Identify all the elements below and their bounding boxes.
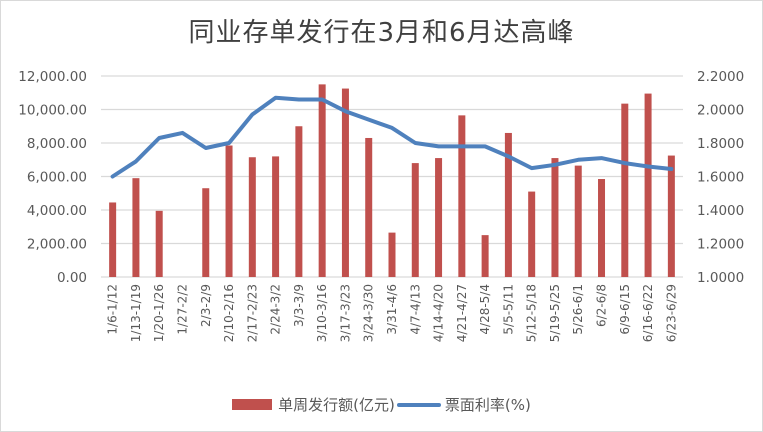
- left-axis-tick: 10,000.00: [18, 103, 87, 119]
- bar-weekly-issuance: [272, 156, 280, 277]
- bar-weekly-issuance: [411, 163, 419, 277]
- bar-weekly-issuance: [644, 93, 652, 278]
- x-axis-tick: 4/14-4/20: [432, 284, 446, 342]
- left-axis-tick: 2,000.00: [27, 237, 87, 253]
- chart-legend: 单周发行额(亿元) 票面利率(%): [0, 394, 763, 415]
- x-axis-tick: 4/28-5/4: [478, 284, 492, 335]
- bar-weekly-issuance: [598, 179, 606, 277]
- right-axis-tick: 1.8000: [697, 136, 744, 152]
- x-axis-tick: 6/9-6/15: [618, 284, 632, 335]
- x-axis-tick: 4/7-4/13: [408, 284, 422, 335]
- bar-weekly-issuance: [574, 165, 582, 277]
- legend-label-rate: 票面利率(%): [444, 396, 531, 414]
- x-axis-tick: 3/24-3/30: [362, 284, 376, 342]
- x-axis-tick: 3/31-4/6: [385, 284, 399, 335]
- x-axis-tick: 1/13-1/19: [129, 284, 143, 342]
- bar-weekly-issuance: [504, 132, 512, 277]
- left-axis-tick: 6,000.00: [27, 170, 87, 186]
- bar-weekly-issuance: [295, 126, 303, 277]
- bar-weekly-issuance: [225, 145, 233, 277]
- right-axis-tick: 2.2000: [697, 69, 744, 85]
- left-axis-tick: 0.00: [57, 270, 87, 286]
- x-axis-tick: 6/23-6/29: [664, 284, 678, 342]
- bar-weekly-issuance: [481, 235, 489, 277]
- legend-item-rate: 票面利率(%): [395, 394, 531, 415]
- bar-weekly-issuance: [435, 158, 443, 277]
- bar-weekly-issuance: [202, 188, 210, 277]
- x-axis-tick: 5/19-5/25: [548, 284, 562, 342]
- right-axis-tick: 1.4000: [697, 203, 744, 219]
- right-axis-tick: 1.6000: [697, 170, 744, 186]
- left-axis-tick: 12,000.00: [18, 69, 87, 85]
- bar-weekly-issuance: [248, 157, 256, 277]
- x-axis-tick: 2/24-3/2: [269, 284, 283, 335]
- bar-weekly-issuance: [318, 84, 326, 277]
- right-axis-tick: 2.0000: [697, 103, 744, 119]
- chart-title: 同业存单发行在3月和6月达高峰: [188, 18, 575, 48]
- x-axis-tick: 5/26-6/1: [571, 284, 585, 335]
- left-axis-tick: 8,000.00: [27, 136, 87, 152]
- x-axis-tick: 1/6-1/12: [106, 284, 120, 335]
- legend-bar-swatch-icon: [232, 399, 273, 410]
- x-axis-tick: 3/10-3/16: [315, 284, 329, 342]
- bar-weekly-issuance: [155, 210, 163, 277]
- right-axis-tick: 1.0000: [697, 270, 744, 286]
- x-axis-tick: 4/21-4/27: [455, 284, 469, 342]
- bar-weekly-issuance: [365, 137, 373, 277]
- x-axis-tick: 3/3-3/9: [292, 284, 306, 327]
- bar-weekly-issuance: [341, 88, 349, 277]
- left-axis-tick: 4,000.00: [27, 203, 87, 219]
- x-axis-tick: 3/17-3/23: [338, 284, 352, 342]
- bar-weekly-issuance: [388, 232, 396, 277]
- x-axis-tick: 5/12-5/18: [525, 284, 539, 342]
- x-axis-tick: 2/17-2/23: [245, 284, 259, 342]
- line-coupon-rate: [110, 95, 674, 179]
- right-axis-tick: 1.2000: [697, 237, 744, 253]
- x-axis-tick: 6/16-6/22: [641, 284, 655, 342]
- bar-weekly-issuance: [109, 202, 117, 277]
- x-axis-tick: 1/27-2/2: [176, 284, 190, 335]
- legend-label-issuance: 单周发行额(亿元): [278, 396, 395, 414]
- bar-weekly-issuance: [667, 155, 675, 277]
- bar-weekly-issuance: [551, 158, 559, 277]
- bar-weekly-issuance: [132, 178, 140, 277]
- x-axis-tick: 5/5-5/11: [501, 284, 515, 335]
- bar-weekly-issuance: [621, 103, 629, 277]
- legend-item-issuance: 单周发行额(亿元): [232, 394, 395, 415]
- x-axis-tick: 6/2-6/8: [595, 284, 609, 327]
- x-axis-tick: 1/20-1/26: [152, 284, 166, 342]
- bar-weekly-issuance: [528, 191, 536, 277]
- x-axis-tick: 2/10-2/16: [222, 284, 236, 342]
- x-axis-tick: 2/3-2/9: [199, 284, 213, 327]
- legend-line-swatch-icon: [396, 402, 441, 407]
- bar-weekly-issuance: [458, 115, 466, 277]
